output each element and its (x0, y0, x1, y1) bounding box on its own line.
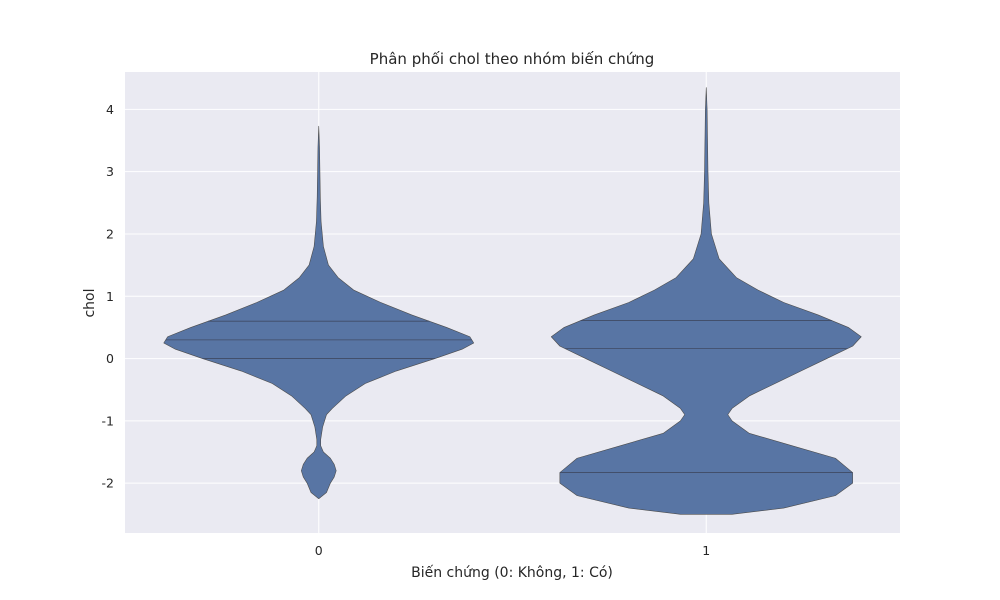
violin-series (163, 87, 862, 515)
y-tick-label: -1 (102, 413, 114, 428)
y-tick-label: -2 (102, 476, 114, 491)
y-tick-label: 0 (106, 351, 114, 366)
y-tick-label: 4 (106, 102, 114, 117)
x-tick-label: 1 (702, 543, 710, 558)
y-axis-ticks: -2 -1 0 1 2 3 4 (102, 102, 115, 491)
y-axis-label: chol (82, 288, 98, 317)
y-tick-label: 2 (106, 226, 114, 241)
violin-body (163, 125, 475, 500)
violin-body (550, 87, 862, 515)
chart-title: Phân phối chol theo nhóm biến chứng (370, 50, 655, 68)
y-tick-label: 3 (106, 164, 114, 179)
y-tick-label: 1 (106, 289, 114, 304)
x-tick-label: 0 (315, 543, 323, 558)
x-axis-label: Biến chứng (0: Không, 1: Có) (411, 564, 613, 581)
